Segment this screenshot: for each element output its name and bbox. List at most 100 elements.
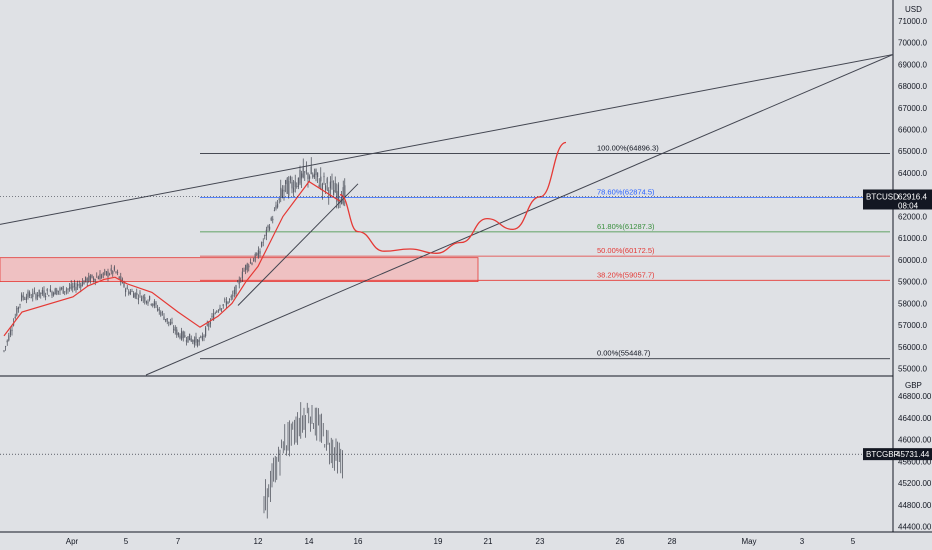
candle-body — [149, 296, 151, 300]
candle-body — [304, 171, 306, 173]
candle-body — [173, 329, 175, 331]
time-tick-label: May — [741, 537, 756, 546]
candle-body — [30, 297, 32, 299]
candle-body — [75, 286, 77, 291]
candle-body — [262, 241, 264, 243]
candle-body — [254, 253, 256, 261]
candle-body — [222, 304, 224, 306]
candle-body — [153, 301, 155, 306]
candle-body — [281, 189, 283, 197]
candle-body — [293, 187, 295, 193]
candle-body — [323, 176, 325, 178]
candle-body — [328, 189, 330, 197]
candle-body — [150, 304, 152, 305]
candle-body — [342, 187, 344, 204]
price-tick-label: 58000.0 — [898, 299, 927, 308]
time-tick-label: 14 — [305, 537, 314, 546]
price-tick-label: 46400.00 — [898, 414, 932, 423]
candle-body — [344, 185, 346, 198]
fib-level-label: 100.00%(64896.3) — [597, 143, 659, 152]
candle-body — [139, 292, 141, 294]
candle-body — [85, 276, 87, 281]
candle-body — [257, 250, 259, 259]
candle-body — [200, 336, 202, 338]
time-tick-label: 16 — [354, 537, 363, 546]
candle-body — [54, 288, 56, 295]
candle-body — [325, 185, 327, 190]
candle-body — [77, 284, 79, 287]
candle-body — [43, 290, 45, 297]
candle-body — [78, 284, 80, 286]
price-tick-label: 46000.00 — [898, 436, 932, 445]
last-price-value: 62916.4 — [898, 192, 927, 201]
candle-body — [161, 311, 163, 313]
candle-body — [24, 298, 26, 300]
candle-body — [160, 312, 162, 316]
candle-body — [113, 266, 115, 270]
price-tick-label: 56000.0 — [898, 343, 927, 352]
candle-body — [45, 295, 47, 298]
candle-body — [128, 291, 130, 295]
candle-body — [248, 265, 250, 268]
candle-body — [72, 286, 74, 289]
candle-body — [213, 313, 215, 321]
candle-body — [61, 288, 63, 289]
candle-body — [205, 327, 207, 337]
candle-body — [104, 270, 106, 272]
candle-body — [134, 292, 136, 298]
time-axis[interactable]: Apr 5 7 12 14 16 19 21 23 26 28 May 3 5 — [66, 537, 856, 546]
candle-body — [184, 335, 186, 338]
candle-body — [270, 217, 272, 221]
candle-body — [59, 288, 61, 291]
candle-body — [96, 276, 98, 278]
candle-body — [229, 299, 231, 300]
candle-body — [225, 301, 227, 306]
candle-body — [16, 308, 18, 316]
candle-body — [163, 316, 165, 320]
candle-body — [313, 173, 315, 178]
price-tick-label: 59000.0 — [898, 278, 927, 287]
candle-body — [53, 292, 55, 296]
candle-body — [294, 181, 296, 188]
price-axis[interactable]: 55000.0 56000.0 57000.0 58000.0 59000.0 60000… — [898, 5, 932, 532]
candle-body — [11, 329, 13, 332]
candle-body — [233, 289, 235, 295]
candle-body — [144, 297, 146, 302]
time-tick-label: 28 — [668, 537, 677, 546]
symbol-tag-label: BTCGBP — [866, 450, 899, 459]
local-trend-line — [237, 183, 359, 306]
candle-body — [107, 271, 109, 277]
candle-body — [73, 282, 75, 287]
price-tick-label: 70000.0 — [898, 39, 927, 48]
candle-body — [251, 262, 253, 265]
candle-body — [86, 278, 88, 283]
candle-body — [69, 287, 71, 289]
price-tick-label: 68000.0 — [898, 82, 927, 91]
candle-body — [307, 173, 309, 180]
candle-body — [112, 270, 114, 274]
candle-body — [141, 298, 143, 301]
price-tick-label: 65000.0 — [898, 147, 927, 156]
candle-body — [177, 332, 179, 336]
candle-body — [312, 174, 314, 178]
candle-body — [169, 322, 171, 325]
candle-body — [237, 281, 239, 283]
candle-body — [230, 296, 232, 298]
candle-body — [131, 290, 133, 292]
candle-body — [334, 182, 336, 193]
fibonacci-retracement[interactable]: 100.00%(64896.3) 78.60%(62874.5) 61.80%(61… — [200, 143, 890, 360]
candle-body — [224, 299, 226, 301]
candle-body — [133, 293, 135, 298]
candle-body — [192, 339, 194, 342]
candle-body — [238, 279, 240, 285]
candle-body — [211, 316, 213, 317]
candle-body — [291, 181, 293, 189]
currency-label: GBP — [905, 381, 922, 390]
candle-body — [27, 291, 29, 298]
trend-lines[interactable] — [0, 54, 894, 376]
candle-body — [91, 274, 93, 278]
projection-path[interactable] — [339, 141, 567, 254]
candle-body — [62, 286, 64, 294]
